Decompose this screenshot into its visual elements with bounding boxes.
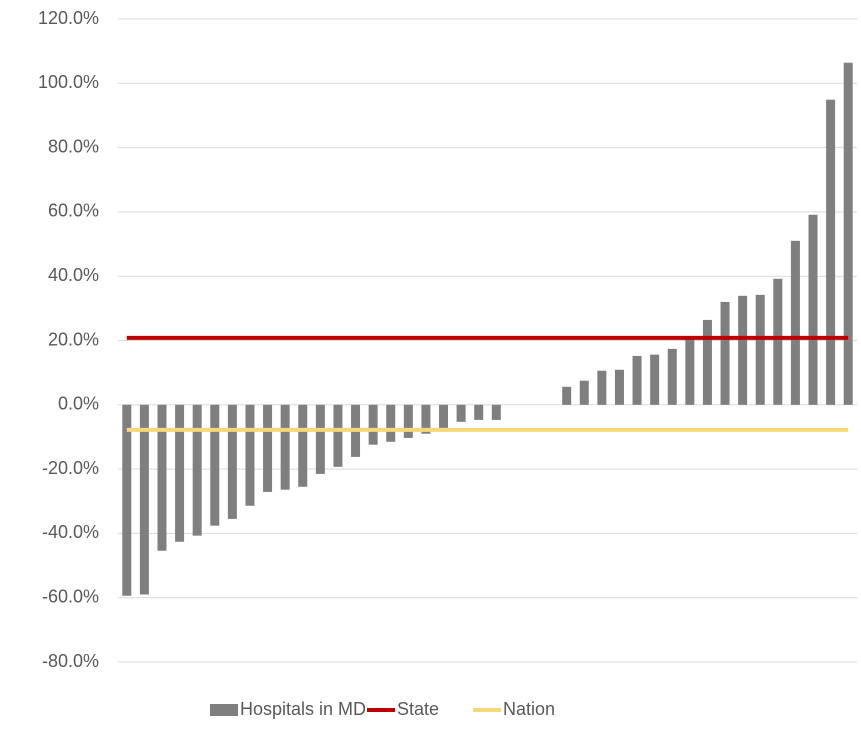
y-tick-label: 120.0%: [38, 8, 99, 28]
bar: [632, 355, 642, 405]
bar: [192, 404, 202, 536]
bar: [263, 404, 273, 492]
y-tick-label: -40.0%: [42, 522, 99, 542]
y-tick-label: 100.0%: [38, 72, 99, 92]
bar: [597, 370, 607, 405]
legend-label: State: [397, 699, 439, 719]
bar: [439, 404, 449, 428]
bar: [738, 295, 748, 405]
bar: [808, 214, 818, 405]
bar: [210, 404, 220, 526]
bar: [614, 369, 624, 405]
bar: [421, 404, 431, 434]
y-tick-label: 20.0%: [48, 329, 99, 349]
bar: [386, 404, 396, 442]
y-tick-label: 60.0%: [48, 201, 99, 221]
bar: [773, 278, 783, 405]
bar: [579, 380, 589, 405]
bar: [790, 240, 800, 405]
bar: [298, 404, 308, 487]
bar: [755, 294, 765, 405]
bar: [333, 404, 343, 467]
bar: [685, 338, 695, 405]
bar: [843, 62, 853, 405]
legend-swatch: [210, 704, 238, 716]
bar: [315, 404, 325, 474]
bar: [245, 404, 255, 506]
bar: [227, 404, 237, 519]
bar: [667, 348, 677, 405]
y-tick-label: 80.0%: [48, 136, 99, 156]
bar: [175, 404, 185, 542]
y-tick-label: -80.0%: [42, 651, 99, 671]
y-tick-label: -20.0%: [42, 458, 99, 478]
bar: [157, 404, 167, 551]
y-tick-label: 40.0%: [48, 265, 99, 285]
bar: [139, 404, 149, 595]
bar: [826, 99, 836, 405]
y-tick-label: -60.0%: [42, 586, 99, 606]
bar: [280, 404, 290, 490]
bar: [122, 404, 132, 596]
y-tick-label: 0.0%: [58, 394, 99, 414]
bar: [403, 404, 413, 438]
bar: [456, 404, 466, 422]
legend-label: Hospitals in MD: [240, 699, 366, 719]
legend-label: Nation: [503, 699, 555, 719]
bar: [650, 354, 660, 405]
bar: [491, 404, 501, 420]
bar: [702, 319, 712, 405]
bar: [720, 301, 730, 405]
bar: [474, 404, 484, 420]
bar: [368, 404, 378, 445]
bar: [562, 386, 572, 405]
